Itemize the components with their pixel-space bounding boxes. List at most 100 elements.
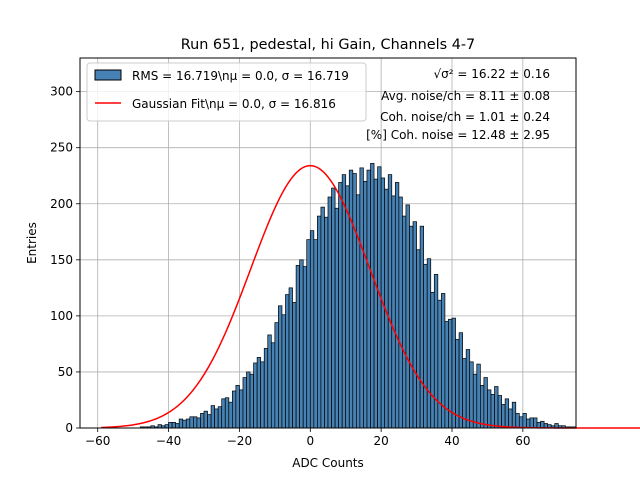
histogram-bar [217, 406, 223, 429]
histogram-bar [207, 414, 212, 429]
stats-annotations: √σ² = 16.22 ± 0.16 Avg. noise/ch = 8.11 … [366, 67, 550, 142]
histogram-bar [256, 357, 262, 429]
histogram-bar [504, 398, 510, 429]
histogram-bar [476, 363, 481, 429]
histogram-bar [200, 413, 205, 429]
histogram-bar [472, 373, 478, 429]
y-axis-ticks: 0 50 100 150 200 250 300 [50, 85, 80, 435]
histogram-bar [288, 287, 293, 429]
chart-title: Run 651, pedestal, hi Gain, Channels 4-7 [181, 37, 475, 53]
histogram-bar [210, 405, 215, 429]
histogram-bar [540, 420, 545, 429]
legend-swatch-bars [94, 69, 122, 81]
histogram-bar [391, 195, 396, 429]
histogram-bar [193, 416, 198, 429]
histogram-bar [295, 265, 301, 429]
y-tick-label: 150 [50, 253, 73, 267]
histogram-bar [501, 404, 506, 429]
histogram-bar [285, 294, 290, 429]
plot-frame [79, 57, 577, 429]
legend-label-fit: Gaussian Fit\nμ = 0.0, σ = 16.816 [132, 97, 336, 111]
histogram-bar [267, 334, 272, 429]
y-tick-label: 100 [50, 309, 73, 323]
histogram-bar [317, 215, 322, 429]
histogram-bar [419, 225, 425, 429]
legend-label-rms: RMS = 16.719\nμ = 0.0, σ = 16.719 [132, 69, 349, 83]
histogram-bar [164, 424, 169, 429]
histogram-bar [494, 386, 499, 429]
histogram-bar [306, 239, 311, 429]
histogram-bar [348, 169, 354, 429]
histogram-bar [228, 401, 233, 429]
histogram-bar [430, 291, 435, 429]
histogram-bar [224, 397, 230, 429]
histogram-bar [394, 182, 400, 429]
x-tick-label: 0 [306, 434, 314, 448]
annotation-sqrt-sigma: √σ² = 16.22 ± 0.16 [433, 67, 550, 81]
histogram-bar [242, 377, 247, 429]
histogram-bar [214, 408, 219, 429]
histogram-bar [249, 373, 254, 429]
y-tick-label: 250 [50, 141, 73, 155]
x-tick-label: −40 [156, 434, 181, 448]
histogram-bar [373, 178, 378, 429]
histogram-bar [182, 419, 187, 429]
histogram-bar [345, 185, 350, 429]
annotation-coh-noise-percent: [%] Coh. noise = 12.48 ± 2.95 [366, 128, 550, 142]
histogram-bar [260, 361, 265, 429]
y-tick-label: 200 [50, 197, 73, 211]
histogram-bar [465, 349, 471, 429]
histogram-bar [278, 305, 283, 429]
histogram-bar [433, 274, 439, 429]
histogram-bar [292, 302, 297, 429]
histogram-bar [416, 249, 421, 429]
y-tick-label: 0 [65, 421, 73, 435]
histogram-bar [324, 216, 329, 429]
histogram-bar [196, 417, 201, 429]
histogram-bar [479, 385, 485, 429]
histogram-bar [309, 230, 315, 429]
annotation-coh-noise: Coh. noise/ch = 1.01 ± 0.24 [380, 110, 550, 124]
x-tick-label: −20 [227, 434, 252, 448]
x-tick-label: 20 [374, 434, 389, 448]
histogram-bar [178, 418, 184, 429]
histogram-bar [451, 317, 456, 429]
histogram-bar [185, 418, 191, 429]
x-axis-label: ADC Counts [292, 456, 364, 470]
histogram-bar [405, 204, 410, 429]
histogram-bar [231, 390, 237, 429]
x-tick-label: 60 [515, 434, 530, 448]
histogram-bar [522, 413, 527, 429]
histogram-bar [338, 182, 343, 429]
histogram-bar [203, 410, 208, 429]
histogram-bar [518, 416, 524, 429]
histogram-bar [299, 259, 304, 429]
histogram-bar [246, 371, 251, 429]
histogram-bar [508, 408, 513, 429]
histogram-bar [437, 299, 442, 429]
histogram-bar [302, 266, 308, 429]
histogram-bar [497, 395, 502, 429]
histogram-bar [363, 180, 368, 429]
histogram-bar [511, 401, 517, 429]
histogram-bar [366, 169, 371, 429]
histogram-bar [235, 385, 240, 429]
histogram-bar [409, 225, 414, 429]
histogram-bar [281, 314, 286, 429]
histogram-bar [313, 239, 318, 429]
histogram-bar [515, 413, 520, 429]
histogram-bar [253, 362, 258, 429]
histogram-bar [398, 196, 403, 429]
histogram-bar [426, 258, 432, 429]
x-axis-ticks: −60 −40 −20 0 20 40 60 [85, 428, 530, 448]
x-tick-label: −60 [85, 434, 110, 448]
histogram-bar [168, 422, 173, 429]
x-tick-label: 40 [444, 434, 459, 448]
histogram-bar [387, 174, 393, 429]
y-axis-label: Entries [25, 222, 39, 264]
histogram-bar [327, 196, 332, 429]
histogram-bar [490, 394, 495, 429]
gaussian-fit-line [101, 164, 640, 429]
histogram-bar [469, 361, 474, 429]
